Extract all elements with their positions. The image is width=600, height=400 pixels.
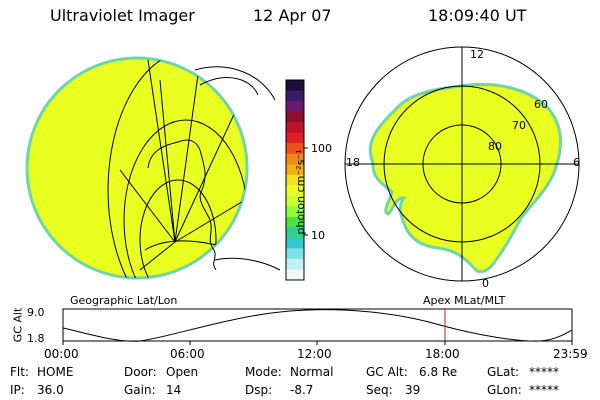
altitude-plot [62, 308, 573, 345]
time-tick-0600: 06:00 [170, 347, 205, 361]
colorbar-segment [286, 227, 304, 239]
gain-label: Gain: [124, 383, 156, 397]
altitude-ytick-high: 9.0 [27, 306, 45, 319]
colorbar-segment [286, 269, 304, 281]
door-label: Door: [124, 365, 157, 379]
colorbar-segment [286, 237, 304, 249]
glat-label: GLat: [487, 365, 520, 379]
colorbar-segment [286, 90, 304, 102]
polar-image [344, 46, 580, 282]
coastline [147, 139, 217, 271]
mlt-label-0: 0 [482, 277, 489, 290]
lat-lon-grid [107, 58, 247, 278]
time-tick-1200: 12:00 [297, 347, 332, 361]
mlt-label-12: 12 [470, 48, 484, 61]
gain-value: 14 [166, 383, 182, 397]
instrument-title: Ultraviolet Imager [50, 6, 195, 25]
apex-label: Apex MLat/MLT [423, 294, 506, 307]
colorbar-segment [286, 111, 304, 123]
colorbar-unit-label: photon cm⁻²s⁻¹ [294, 149, 308, 235]
altitude-curve [62, 309, 573, 342]
ip-value: 36.0 [37, 383, 64, 397]
altitude-ylabel: GC Alt [11, 307, 25, 343]
door-value: Open [166, 365, 199, 379]
colorbar-label-100: 100 [311, 142, 332, 155]
geographic-label: Geographic Lat/Lon [70, 294, 178, 307]
earth-disk [25, 56, 249, 280]
time-tick-1800: 18:00 [425, 347, 460, 361]
glon-value: ***** [529, 383, 559, 397]
colorbar-frame [285, 79, 305, 281]
colorbar-segment [286, 174, 304, 186]
colorbar-segment [286, 153, 304, 165]
auroral-oval [368, 82, 563, 274]
time-label: 18:09:40 UT [428, 6, 527, 25]
colorbar-segment [286, 101, 304, 113]
colorbar-segment [286, 185, 304, 197]
colorbar-segment [286, 216, 304, 228]
colorbar [285, 79, 308, 281]
dsp-value: -8.7 [290, 383, 314, 397]
mlat-label-80: 80 [488, 140, 502, 153]
gc-alt-label: GC Alt: [366, 365, 408, 379]
date-label: 12 Apr 07 [253, 6, 332, 25]
polar-grid [344, 46, 580, 282]
filter-value: HOME [37, 365, 74, 379]
time-tick-2359: 23:59 [553, 347, 588, 361]
colorbar-segment [286, 258, 304, 270]
seq-label: Seq: [366, 383, 393, 397]
ip-label: IP: [10, 383, 25, 397]
mlat-label-60: 60 [534, 98, 548, 111]
colorbar-segment [286, 206, 304, 218]
mlat-label-70: 70 [512, 119, 526, 132]
glat-value: ***** [529, 365, 559, 379]
colorbar-segment [286, 80, 304, 92]
altitude-frame [62, 308, 573, 342]
seq-value: 39 [405, 383, 421, 397]
mode-value: Normal [290, 365, 334, 379]
colorbar-segment [286, 132, 304, 144]
gc-alt-value: 6.8 Re [419, 365, 458, 379]
dsp-label: Dsp: [245, 383, 273, 397]
geographic-image [25, 56, 281, 280]
colorbar-label-10: 10 [311, 229, 325, 242]
time-ticks [62, 341, 573, 345]
mlt-label-6: 6 [573, 156, 580, 169]
colorbar-segment [286, 122, 304, 134]
filter-label: Flt: [10, 365, 29, 379]
mlt-label-18: 18 [346, 156, 360, 169]
outside-grid-arcs [194, 66, 281, 271]
colorbar-segment [286, 195, 304, 207]
time-tick-0000: 00:00 [44, 347, 79, 361]
altitude-ytick-low: 1.8 [27, 332, 45, 345]
glon-label: GLon: [487, 383, 522, 397]
colorbar-segment [286, 248, 304, 260]
colorbar-segment [286, 143, 304, 155]
mode-label: Mode: [245, 365, 282, 379]
colorbar-segment [286, 164, 304, 176]
